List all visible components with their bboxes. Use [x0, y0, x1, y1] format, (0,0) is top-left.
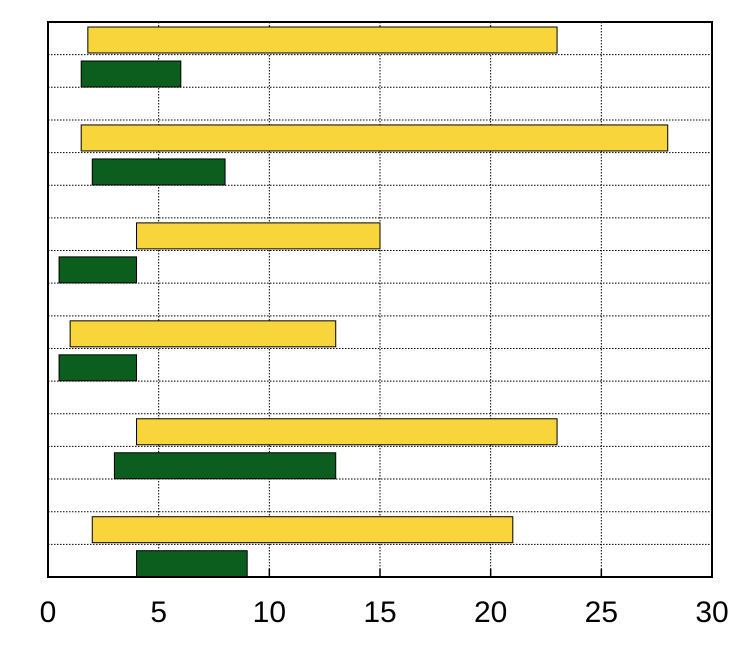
bar: [136, 550, 248, 578]
bar: [87, 26, 558, 54]
bar: [91, 158, 226, 186]
bar: [80, 60, 182, 88]
bar: [80, 124, 669, 152]
bar: [58, 256, 138, 284]
bar: [91, 516, 514, 544]
bar: [113, 452, 337, 480]
bar: [58, 354, 138, 382]
bar: [69, 320, 337, 348]
x-tick-label: 25: [585, 596, 618, 629]
bar: [136, 418, 558, 446]
x-tick-label: 20: [474, 596, 507, 629]
plot-frame: [47, 21, 713, 578]
bar: [136, 222, 381, 250]
x-tick-label: 10: [253, 596, 286, 629]
x-tick-label: 30: [695, 596, 728, 629]
x-tick-label: 5: [150, 596, 167, 629]
x-tick-label: 0: [40, 596, 57, 629]
x-tick-label: 15: [363, 596, 396, 629]
